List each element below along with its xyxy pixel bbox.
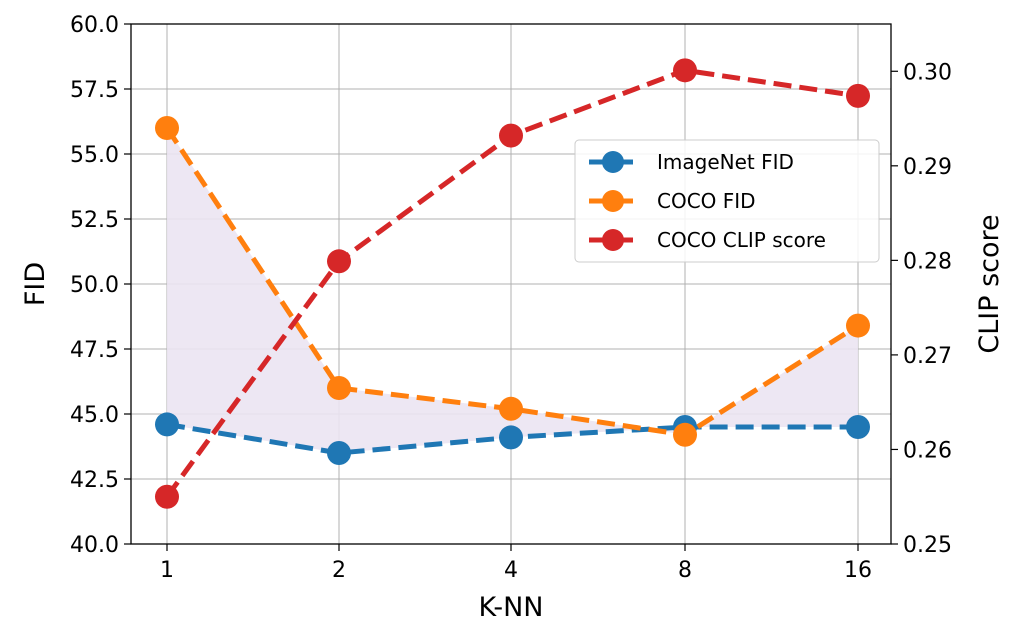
y-tick-label: 55.0 <box>70 143 119 168</box>
data-point-imagenet-fid <box>846 415 870 439</box>
y-axis-right: 0.25 0.26 0.27 0.28 0.29 0.30 <box>891 60 952 558</box>
legend-item-imagenet-fid: ImageNet FID <box>589 150 794 174</box>
y2-tick-label: 0.27 <box>903 344 952 369</box>
data-point-coco-clip-score <box>846 83 870 108</box>
shaded-region <box>167 128 858 453</box>
y-tick-label: 60.0 <box>70 13 119 38</box>
data-point-coco-fid <box>846 313 870 338</box>
legend-marker <box>602 151 624 173</box>
legend: ImageNet FID COCO FID COCO CLIP score <box>574 139 880 263</box>
y2-axis-label: CLIP score <box>974 214 1005 353</box>
data-point-coco-fid <box>673 422 697 447</box>
y-tick-label: 52.5 <box>70 208 119 233</box>
legend-marker <box>602 229 624 251</box>
data-point-coco-fid <box>327 376 351 400</box>
y-tick-label: 40.0 <box>70 533 119 558</box>
y-tick-label: 50.0 <box>70 273 119 298</box>
y-tick-label: 45.0 <box>70 403 119 428</box>
y-tick-label: 57.5 <box>70 78 119 103</box>
legend-label: COCO FID <box>657 189 756 213</box>
x-tick-label: 1 <box>160 558 174 583</box>
legend-label: COCO CLIP score <box>657 228 826 252</box>
data-point-coco-clip-score <box>155 484 179 509</box>
fill-layer <box>167 128 858 453</box>
data-point-coco-clip-score <box>499 123 523 148</box>
x-tick-label: 2 <box>332 558 346 583</box>
legend-item-coco-clip-score: COCO CLIP score <box>589 228 826 252</box>
data-point-coco-fid <box>155 116 179 140</box>
y2-tick-label: 0.29 <box>903 155 952 180</box>
series-coco-clip-score <box>155 58 870 509</box>
data-point-coco-clip-score <box>673 58 697 83</box>
x-axis: 1 2 4 8 16 <box>160 544 872 583</box>
y2-tick-label: 0.30 <box>903 60 952 85</box>
x-tick-label: 8 <box>678 558 692 583</box>
data-point-coco-fid <box>499 396 523 421</box>
data-point-imagenet-fid <box>155 412 179 437</box>
legend-item-coco-fid: COCO FID <box>589 189 756 213</box>
series-layer <box>155 58 870 509</box>
data-point-imagenet-fid <box>327 441 351 465</box>
y-tick-label: 42.5 <box>70 468 119 493</box>
y-axis-left: 40.0 42.5 45.0 47.5 50.0 52.5 55.0 57.5 60.0 <box>70 13 131 558</box>
series-coco-fid <box>155 116 870 447</box>
data-point-imagenet-fid <box>499 425 523 450</box>
legend-marker <box>602 190 624 212</box>
data-point-coco-clip-score <box>327 249 351 274</box>
legend-box <box>574 139 880 263</box>
y2-tick-label: 0.28 <box>903 249 952 274</box>
y-axis-label: FID <box>20 262 51 306</box>
legend-label: ImageNet FID <box>657 150 794 174</box>
y2-tick-label: 0.25 <box>903 533 952 558</box>
y2-tick-label: 0.26 <box>903 438 952 463</box>
x-tick-label: 16 <box>844 558 872 583</box>
x-tick-label: 4 <box>504 558 518 583</box>
y-tick-label: 47.5 <box>70 338 119 363</box>
x-axis-label: K-NN <box>478 592 543 623</box>
